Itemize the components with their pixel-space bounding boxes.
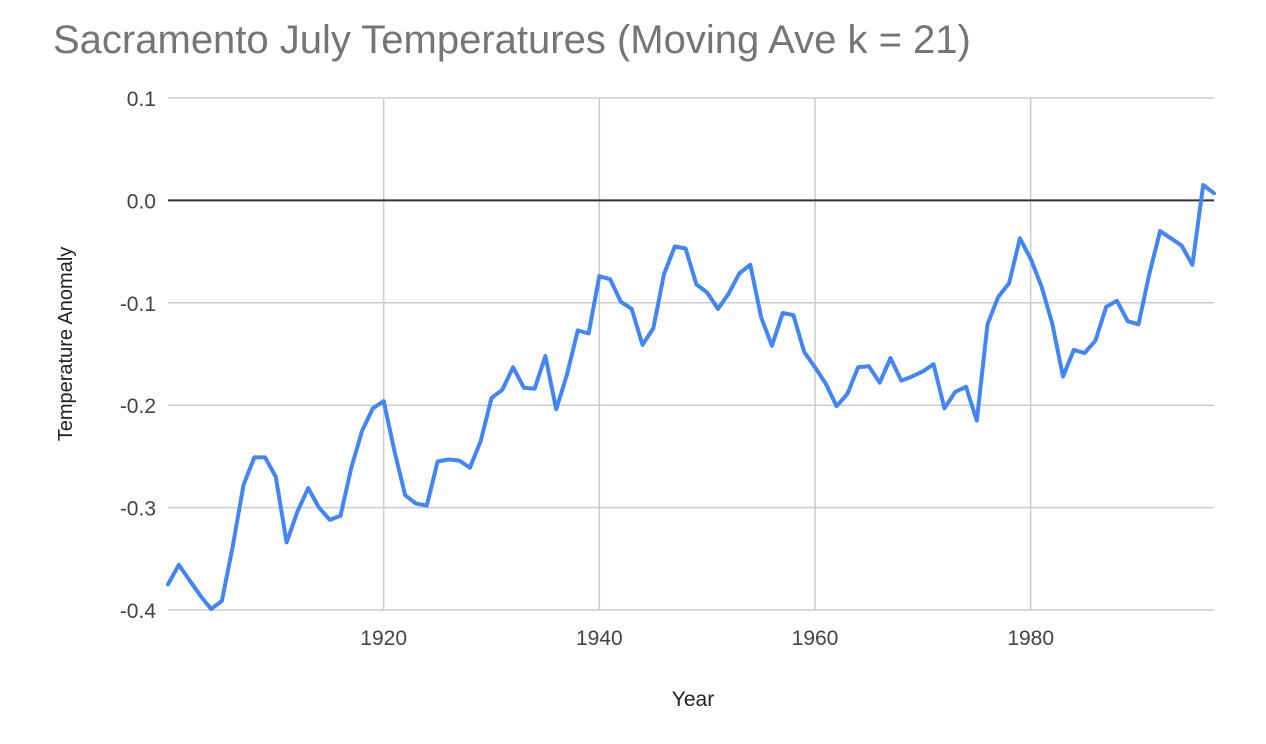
y-tick-label: -0.1 xyxy=(120,293,156,316)
x-tick-label: 1940 xyxy=(576,627,623,650)
series-line xyxy=(166,183,1216,611)
y-tick-label: -0.3 xyxy=(120,498,156,521)
y-tick-label: 0.0 xyxy=(127,190,156,213)
chart-title: Sacramento July Temperatures (Moving Ave… xyxy=(53,18,971,62)
x-tick-label: 1960 xyxy=(792,627,839,650)
x-tick-label: 1980 xyxy=(1007,627,1054,650)
y-tick-label: -0.4 xyxy=(120,600,157,623)
y-tick-label: 0.1 xyxy=(127,88,156,111)
x-tick-label: 1920 xyxy=(360,627,407,650)
x-axis-title: Year xyxy=(672,688,714,711)
y-axis-title: Temperature Anomaly xyxy=(55,247,77,442)
y-tick-label: -0.2 xyxy=(120,395,156,418)
